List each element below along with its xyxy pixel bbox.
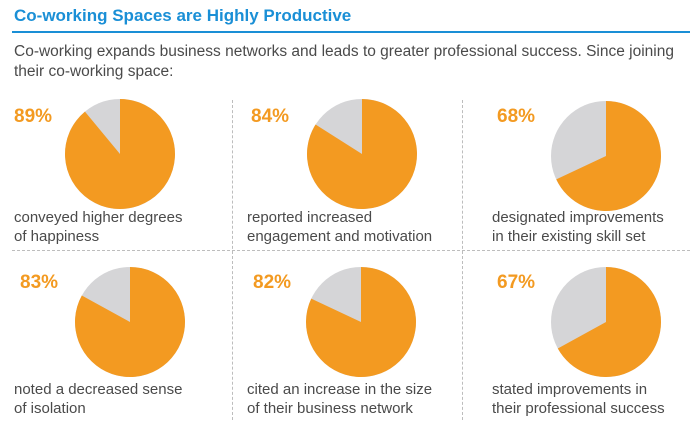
pie-chart xyxy=(551,101,661,211)
stat-percent: 83% xyxy=(20,272,59,293)
stat-caption-line-1: noted a decreased sense xyxy=(14,381,183,398)
page-title: Co-working Spaces are Highly Productive xyxy=(14,6,352,25)
pie-chart xyxy=(65,99,175,210)
pie-slice-value xyxy=(75,267,185,377)
stat-caption: reported increased engagement and motiva… xyxy=(247,208,447,246)
stat-caption-line-1: stated improvements in xyxy=(492,381,648,398)
pie-slice-value xyxy=(65,99,175,210)
stat-caption: designated improvements in their existin… xyxy=(492,208,692,246)
stat-percent: 89% xyxy=(14,106,53,127)
page-subtitle: Co-working expands business networks and… xyxy=(14,43,674,80)
stat-caption-line-2: engagement and motivation xyxy=(247,228,433,245)
pie-slice-value xyxy=(306,267,416,377)
stat-card-professional-success: 67% stated improvements in their profess… xyxy=(475,258,700,418)
stat-caption-line-2: of their business network xyxy=(247,400,413,417)
pie-slice-value xyxy=(307,99,417,209)
pie-chart xyxy=(75,267,185,377)
stat-caption-line-2: of isolation xyxy=(14,400,86,417)
stat-percent: 67% xyxy=(497,272,536,293)
pie-slice-value xyxy=(556,101,661,211)
stat-caption-line-1: designated improvements xyxy=(492,209,664,226)
stat-percent: 68% xyxy=(497,106,536,127)
stat-caption-line-1: cited an increase in the size xyxy=(247,381,433,398)
title-underline xyxy=(12,31,690,33)
stat-card-happiness: 89% conveyed higher degrees of happiness xyxy=(12,92,237,252)
stat-card-network: 82% cited an increase in the size of the… xyxy=(245,258,470,418)
row-divider xyxy=(12,250,690,251)
pie-slice-value xyxy=(557,267,661,377)
stat-caption: cited an increase in the size of their b… xyxy=(247,380,447,418)
stat-percent: 82% xyxy=(253,272,292,293)
stat-caption: conveyed higher degrees of happiness xyxy=(14,208,214,246)
pie-chart xyxy=(307,99,417,209)
stat-caption-line-2: in their existing skill set xyxy=(492,228,646,245)
stat-caption-line-1: reported increased xyxy=(247,209,373,226)
pie-chart xyxy=(551,267,661,377)
stat-caption-line-2: their professional success xyxy=(492,400,665,417)
column-divider-1 xyxy=(232,100,233,420)
stat-caption: noted a decreased sense of isolation xyxy=(14,380,214,418)
stat-caption-line-2: of happiness xyxy=(14,228,100,245)
column-divider-2 xyxy=(462,100,463,420)
stat-card-isolation: 83% noted a decreased sense of isolation xyxy=(12,258,237,418)
stat-caption: stated improvements in their professiona… xyxy=(492,380,692,418)
stat-card-engagement: 84% reported increased engagement and mo… xyxy=(245,92,470,252)
pie-chart xyxy=(306,267,416,377)
stat-caption-line-1: conveyed higher degrees xyxy=(14,209,183,226)
stat-card-skills: 68% designated improvements in their exi… xyxy=(475,92,700,252)
stat-percent: 84% xyxy=(251,106,290,127)
